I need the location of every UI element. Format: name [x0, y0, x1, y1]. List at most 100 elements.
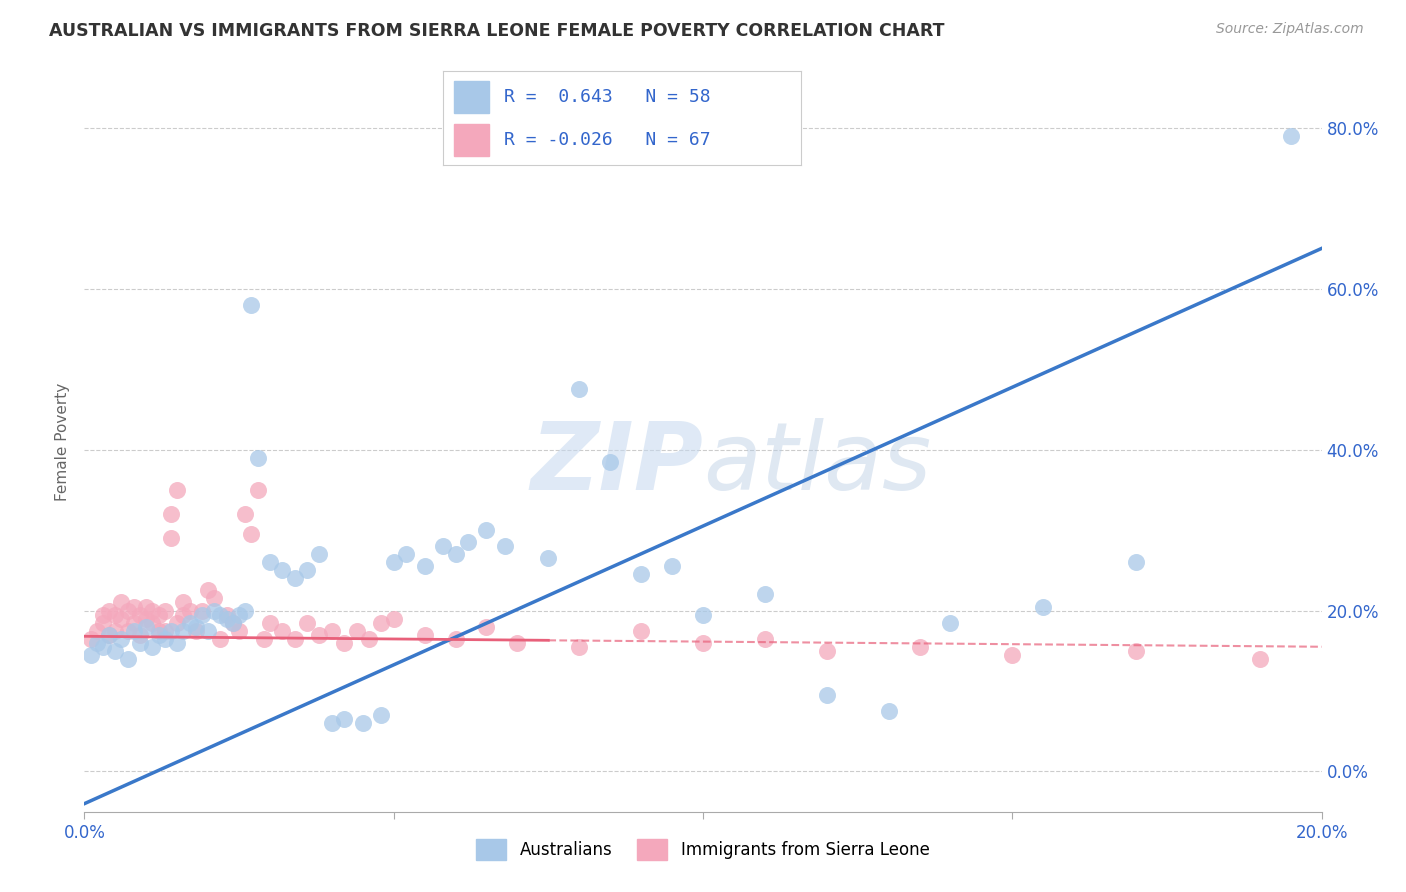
Point: [166, 636, 188, 650]
Point: [153, 624, 176, 638]
Point: [1279, 128, 1302, 143]
Text: Source: ZipAtlas.com: Source: ZipAtlas.com: [1216, 22, 1364, 37]
Point: [754, 587, 776, 601]
Point: [98, 603, 121, 617]
Point: [160, 531, 183, 545]
Point: [117, 652, 139, 666]
Point: [79, 648, 101, 662]
Point: [110, 595, 132, 609]
Point: [370, 708, 392, 723]
Point: [333, 712, 356, 726]
Point: [308, 547, 330, 561]
Point: [215, 611, 238, 625]
Point: [271, 624, 294, 638]
Point: [91, 607, 114, 622]
Point: [568, 382, 591, 396]
Point: [166, 615, 188, 630]
Point: [475, 523, 498, 537]
Point: [475, 619, 498, 633]
Point: [228, 624, 250, 638]
Text: ZIP: ZIP: [530, 417, 703, 509]
Point: [141, 615, 163, 630]
Point: [413, 559, 436, 574]
Point: [184, 624, 207, 638]
Point: [692, 607, 714, 622]
Text: R = -0.026   N = 67: R = -0.026 N = 67: [503, 131, 710, 149]
Point: [382, 611, 405, 625]
Point: [395, 547, 418, 561]
Point: [104, 607, 127, 622]
Point: [259, 555, 281, 569]
Point: [321, 624, 343, 638]
Point: [370, 615, 392, 630]
Point: [308, 628, 330, 642]
Point: [215, 607, 238, 622]
Point: [166, 483, 188, 497]
Point: [321, 716, 343, 731]
Point: [568, 640, 591, 654]
Point: [253, 632, 276, 646]
Point: [148, 624, 170, 638]
Point: [79, 632, 101, 646]
Point: [122, 624, 145, 638]
Point: [246, 450, 269, 465]
Point: [129, 636, 152, 650]
Point: [222, 615, 245, 630]
Point: [98, 628, 121, 642]
Y-axis label: Female Poverty: Female Poverty: [55, 383, 70, 500]
Point: [630, 567, 652, 582]
Point: [209, 607, 232, 622]
Text: R =  0.643   N = 58: R = 0.643 N = 58: [503, 87, 710, 105]
Point: [117, 624, 139, 638]
Point: [815, 688, 838, 702]
Point: [537, 551, 560, 566]
Point: [259, 615, 281, 630]
Point: [129, 607, 152, 622]
Point: [179, 615, 201, 630]
Point: [91, 615, 114, 630]
Point: [191, 607, 214, 622]
Point: [382, 555, 405, 569]
Point: [599, 455, 621, 469]
Bar: [454, 81, 489, 112]
Point: [172, 595, 194, 609]
Point: [104, 644, 127, 658]
Point: [191, 603, 214, 617]
Point: [202, 603, 225, 617]
Point: [1032, 599, 1054, 614]
Point: [432, 539, 454, 553]
Legend: Australians, Immigrants from Sierra Leone: Australians, Immigrants from Sierra Leon…: [470, 832, 936, 866]
Point: [141, 640, 163, 654]
Point: [104, 624, 127, 638]
Point: [209, 632, 232, 646]
Point: [352, 716, 374, 731]
Point: [240, 527, 263, 541]
Point: [357, 632, 380, 646]
Point: [222, 615, 245, 630]
Point: [233, 507, 256, 521]
Point: [141, 603, 163, 617]
Point: [444, 547, 467, 561]
Point: [122, 615, 145, 630]
Point: [202, 591, 225, 606]
Point: [148, 628, 170, 642]
Point: [240, 298, 263, 312]
Point: [110, 611, 132, 625]
Point: [197, 624, 219, 638]
Point: [86, 636, 108, 650]
Text: AUSTRALIAN VS IMMIGRANTS FROM SIERRA LEONE FEMALE POVERTY CORRELATION CHART: AUSTRALIAN VS IMMIGRANTS FROM SIERRA LEO…: [49, 22, 945, 40]
Point: [1125, 555, 1147, 569]
Point: [877, 704, 900, 718]
Point: [228, 607, 250, 622]
Point: [160, 507, 183, 521]
Point: [457, 535, 479, 549]
Point: [135, 611, 157, 625]
Point: [284, 632, 307, 646]
Point: [122, 599, 145, 614]
Point: [197, 583, 219, 598]
Point: [135, 599, 157, 614]
Point: [630, 624, 652, 638]
Point: [271, 563, 294, 577]
Point: [908, 640, 931, 654]
Point: [91, 640, 114, 654]
